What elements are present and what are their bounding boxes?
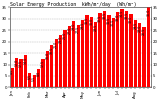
Text: 14.0: 14.0	[23, 57, 27, 64]
Bar	[116, 12, 119, 87]
Text: Solar Energy Production  kWh/m²/day  (Wh/m²): Solar Energy Production kWh/m²/day (Wh/m…	[10, 2, 136, 7]
Bar	[94, 22, 97, 87]
Text: 31.5: 31.5	[85, 17, 89, 24]
Text: 28.0: 28.0	[138, 25, 142, 32]
Bar	[107, 16, 111, 87]
Text: 30.5: 30.5	[111, 19, 115, 26]
Bar	[37, 69, 40, 87]
Bar	[15, 58, 18, 87]
Bar	[46, 51, 49, 87]
Text: 25.0: 25.0	[63, 32, 67, 39]
Bar	[24, 55, 27, 87]
Text: 26.5: 26.5	[142, 28, 146, 35]
Bar	[81, 20, 84, 87]
Text: 31.0: 31.0	[89, 18, 93, 25]
Bar	[55, 40, 58, 87]
Bar	[19, 59, 23, 87]
Text: 29.5: 29.5	[133, 21, 137, 29]
Bar	[50, 45, 53, 87]
Text: 29.5: 29.5	[80, 21, 84, 29]
Bar	[76, 25, 80, 87]
Text: 21.0: 21.0	[54, 41, 58, 48]
Text: 6.5: 6.5	[28, 74, 32, 79]
Text: 31.5: 31.5	[107, 17, 111, 24]
Text: 33.0: 33.0	[116, 13, 120, 21]
Text: 32.5: 32.5	[98, 14, 102, 22]
Bar	[72, 21, 75, 87]
Text: 27.0: 27.0	[67, 27, 71, 34]
Bar	[59, 35, 62, 87]
Bar	[90, 17, 93, 87]
Text: 13.0: 13.0	[15, 59, 19, 66]
Bar	[11, 68, 14, 87]
Bar	[103, 11, 106, 87]
Text: 35.0: 35.0	[146, 9, 150, 16]
Text: 23.0: 23.0	[59, 36, 63, 43]
Bar	[138, 24, 141, 87]
Bar	[112, 18, 115, 87]
Bar	[28, 73, 32, 87]
Bar	[63, 30, 67, 87]
Text: 29.0: 29.0	[72, 22, 76, 30]
Text: 16.0: 16.0	[45, 52, 49, 59]
Bar	[85, 16, 89, 87]
Text: 8.0: 8.0	[37, 70, 41, 76]
Text: 8.5: 8.5	[10, 69, 14, 74]
Bar	[68, 26, 71, 87]
Bar	[129, 14, 132, 87]
Bar	[41, 59, 45, 87]
Text: 27.5: 27.5	[76, 26, 80, 33]
Text: 12.5: 12.5	[41, 60, 45, 67]
Text: 33.5: 33.5	[103, 12, 107, 19]
Bar	[142, 27, 146, 87]
Bar	[125, 11, 128, 87]
Text: 33.5: 33.5	[124, 12, 128, 19]
Text: 34.5: 34.5	[120, 10, 124, 17]
Text: 18.5: 18.5	[50, 46, 54, 54]
Text: 32.0: 32.0	[129, 16, 133, 23]
Bar	[32, 75, 36, 87]
Bar	[98, 13, 102, 87]
Bar	[147, 8, 150, 87]
Text: 12.5: 12.5	[19, 60, 23, 67]
Bar	[120, 9, 124, 87]
Bar	[134, 20, 137, 87]
Text: 28.5: 28.5	[94, 24, 98, 31]
Text: 5.5: 5.5	[32, 76, 36, 81]
